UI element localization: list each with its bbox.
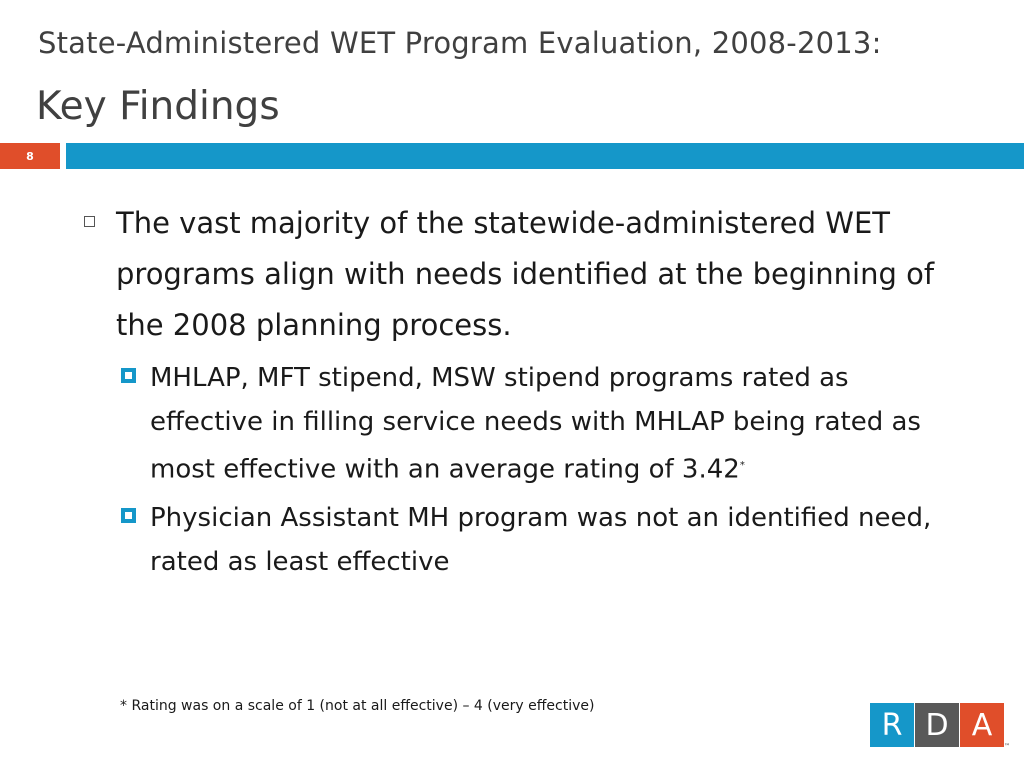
rda-logo: R D A — [870, 703, 1004, 747]
slide-number-badge: 8 — [0, 143, 60, 169]
rating-footnote-marker: * — [739, 460, 745, 471]
logo-letter-d: D — [915, 703, 959, 747]
sub-bullet-1-text: MHLAP, MFT stipend, MSW stipend programs… — [150, 363, 921, 485]
logo-trademark: ™ — [1004, 743, 1010, 750]
logo-letter-a: A — [960, 703, 1004, 747]
footnote: * Rating was on a scale of 1 (not at all… — [120, 698, 595, 714]
slide-number: 8 — [26, 149, 34, 163]
blue-square-bullet-icon — [121, 368, 136, 383]
main-bullet-text: The vast majority of the statewide-admin… — [116, 206, 935, 342]
slide-subtitle: Key Findings — [36, 84, 280, 129]
blue-square-bullet-icon — [121, 508, 136, 523]
hollow-square-bullet-icon — [84, 216, 95, 227]
slide-title: State-Administered WET Program Evaluatio… — [38, 26, 882, 60]
sub-bullet-2: Physician Assistant MH program was not a… — [121, 496, 961, 584]
sub-bullet-1: MHLAP, MFT stipend, MSW stipend programs… — [121, 356, 961, 492]
sub-bullet-2-text: Physician Assistant MH program was not a… — [150, 503, 932, 577]
logo-letter-r: R — [870, 703, 914, 747]
main-bullet: The vast majority of the statewide-admin… — [84, 198, 944, 351]
accent-bar — [66, 143, 1024, 169]
